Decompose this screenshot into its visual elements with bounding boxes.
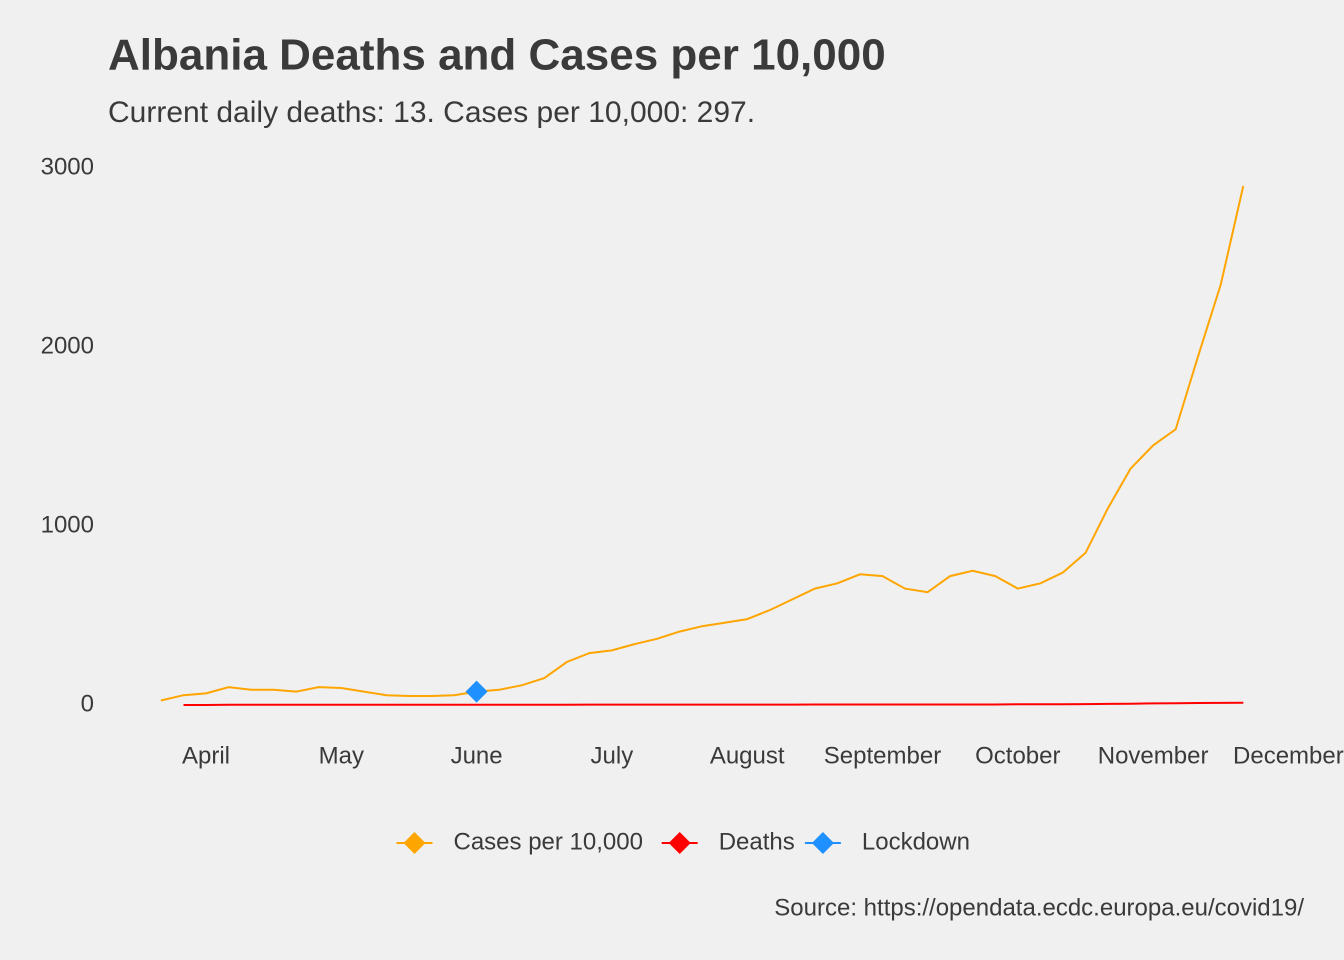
legend-key-marker [668,832,691,854]
x-tick-label: June [451,742,503,769]
series-point [465,680,488,703]
caption: Source: https://opendata.ecdc.europa.eu/… [774,894,1304,921]
y-tick-label: 0 [81,690,94,717]
legend-label: Deaths [719,828,795,855]
chart-subtitle: Current daily deaths: 13. Cases per 10,0… [108,96,755,129]
chart-title: Albania Deaths and Cases per 10,000 [108,31,886,80]
y-tick-label: 2000 [41,332,94,359]
legend-label: Lockdown [862,828,970,855]
series-line [183,701,1244,706]
x-tick-label: August [710,742,785,769]
legend-label: Cases per 10,000 [454,828,643,855]
x-tick-label: July [591,742,634,769]
x-tick-label: September [824,742,941,769]
y-tick-label: 3000 [41,153,94,180]
legend-key-marker [811,832,834,854]
legend-key-marker [403,832,426,854]
series-line [160,185,1245,702]
x-tick-label: April [182,742,230,769]
x-tick-label: May [319,742,364,769]
x-tick-label: October [975,742,1060,769]
y-tick-label: 1000 [41,511,94,538]
x-tick-label: December [1233,742,1344,769]
x-tick-label: November [1098,742,1209,769]
